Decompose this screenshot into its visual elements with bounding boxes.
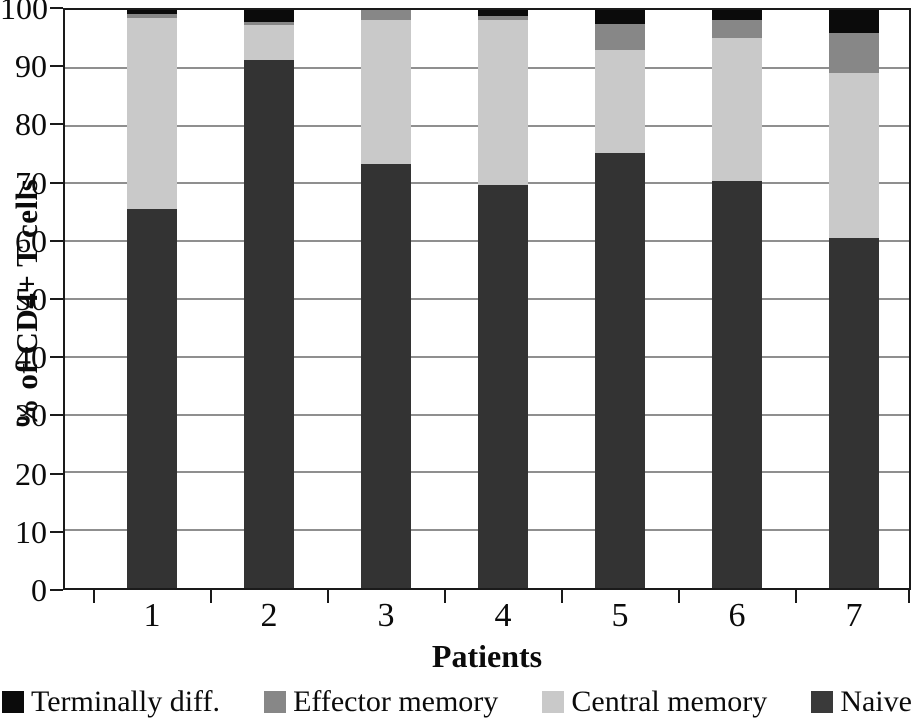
x-axis-title: Patients — [431, 638, 543, 674]
y-tick-mark-60 — [50, 239, 63, 242]
y-tick-mark-100 — [50, 7, 63, 9]
x-tick-mark-6 — [794, 590, 797, 603]
bar-patient-6-segment-terminally-diff — [712, 10, 762, 21]
y-tick-label-40: 40 — [15, 339, 47, 376]
legend-item-naive: Naive — [811, 685, 912, 719]
y-tick-label-70: 70 — [15, 164, 47, 201]
y-tick-mark-70 — [50, 181, 63, 184]
bar-patient-3 — [361, 10, 411, 588]
y-tick-label-10: 10 — [15, 513, 47, 550]
y-tick-label-20: 20 — [15, 455, 47, 492]
legend-swatch-naive — [811, 691, 834, 713]
y-tick-mark-20 — [50, 472, 63, 475]
legend-item-effector-memory: Effector memory — [264, 685, 498, 719]
legend-label-terminally-diff: Terminally diff. — [31, 685, 220, 718]
legend-swatch-central-memory — [542, 691, 565, 713]
y-tick-mark-0 — [50, 589, 63, 591]
bar-patient-4-segment-naive — [478, 184, 528, 588]
bar-patient-2-segment-terminally-diff — [244, 10, 294, 22]
legend-item-terminally-diff: Terminally diff. — [2, 685, 220, 719]
bar-patient-6-segment-naive — [712, 180, 762, 588]
bar-patient-5-segment-effector-memory — [595, 23, 645, 51]
bar-patient-5 — [595, 10, 645, 588]
y-tick-label-80: 80 — [15, 106, 47, 143]
x-tick-mark-7 — [908, 590, 910, 603]
y-tick-mark-10 — [50, 530, 63, 533]
bar-patient-7-segment-effector-memory — [829, 33, 879, 74]
legend-item-central-memory: Central memory — [542, 685, 767, 719]
bar-patient-5-segment-naive — [595, 152, 645, 588]
y-tick-mark-90 — [50, 65, 63, 68]
x-tick-mark-2 — [326, 590, 329, 603]
bar-patient-3-segment-central-memory — [361, 19, 411, 165]
x-tick-label-patient-1: 1 — [143, 597, 161, 634]
legend-label-naive: Naive — [840, 685, 912, 718]
bar-patient-4-segment-central-memory — [478, 19, 528, 185]
bar-patient-2-segment-naive — [244, 59, 294, 588]
bar-patient-6 — [712, 10, 762, 588]
bar-patient-1-segment-naive — [127, 209, 177, 588]
bar-patient-1-segment-effector-memory — [127, 14, 177, 18]
y-tick-label-60: 60 — [15, 222, 47, 259]
bar-patient-5-segment-terminally-diff — [595, 10, 645, 24]
y-tick-label-30: 30 — [15, 397, 47, 434]
x-tick-label-patient-5: 5 — [611, 597, 629, 634]
bar-patient-6-segment-effector-memory — [712, 20, 762, 38]
legend-swatch-terminally-diff — [2, 691, 24, 713]
y-tick-mark-40 — [50, 356, 63, 359]
bar-patient-4-segment-effector-memory — [478, 15, 528, 20]
x-tick-label-patient-7: 7 — [845, 597, 863, 634]
bar-patient-4 — [478, 10, 528, 588]
y-tick-mark-30 — [50, 414, 63, 417]
x-tick-label-patient-3: 3 — [377, 597, 395, 634]
bar-patient-3-segment-effector-memory — [361, 10, 411, 20]
bar-patient-7-segment-naive — [829, 238, 879, 588]
bar-patient-4-segment-terminally-diff — [478, 10, 528, 16]
legend: Terminally diff. Effector memory Central m… — [0, 684, 914, 720]
bar-patient-2-segment-central-memory — [244, 25, 294, 60]
bar-patient-7-segment-terminally-diff — [829, 10, 879, 34]
y-tick-mark-50 — [50, 298, 63, 300]
x-tick-label-patient-2: 2 — [260, 597, 278, 634]
legend-label-effector-memory: Effector memory — [293, 685, 499, 718]
y-tick-label-100: 100 — [0, 0, 48, 26]
bar-patient-2 — [244, 10, 294, 588]
x-tick-label-patient-4: 4 — [494, 597, 512, 634]
bar-patient-1 — [127, 10, 177, 588]
bar-patient-6-segment-central-memory — [712, 37, 762, 181]
plot-area — [63, 8, 911, 590]
bar-patient-7-segment-central-memory — [829, 73, 879, 239]
x-tick-label-patient-6: 6 — [728, 597, 746, 634]
bar-patient-1-segment-central-memory — [127, 17, 177, 210]
bar-patient-7 — [829, 10, 879, 588]
y-tick-label-50: 50 — [15, 281, 47, 317]
legend-swatch-effector-memory — [264, 691, 287, 713]
bar-patient-2-segment-effector-memory — [244, 21, 294, 26]
x-tick-mark-5 — [677, 590, 680, 603]
x-tick-mark-3 — [443, 590, 446, 603]
bar-patient-3-segment-naive — [361, 164, 411, 588]
x-tick-mark-0 — [92, 590, 95, 603]
y-tick-label-90: 90 — [15, 48, 47, 85]
y-tick-mark-80 — [50, 123, 63, 126]
x-tick-mark-1 — [209, 590, 212, 603]
y-tick-label-0: 0 — [31, 572, 47, 608]
bar-patient-5-segment-central-memory — [595, 50, 645, 153]
bar-patient-1-segment-terminally-diff — [127, 10, 177, 15]
legend-label-central-memory: Central memory — [571, 685, 768, 718]
x-tick-mark-4 — [560, 590, 563, 603]
